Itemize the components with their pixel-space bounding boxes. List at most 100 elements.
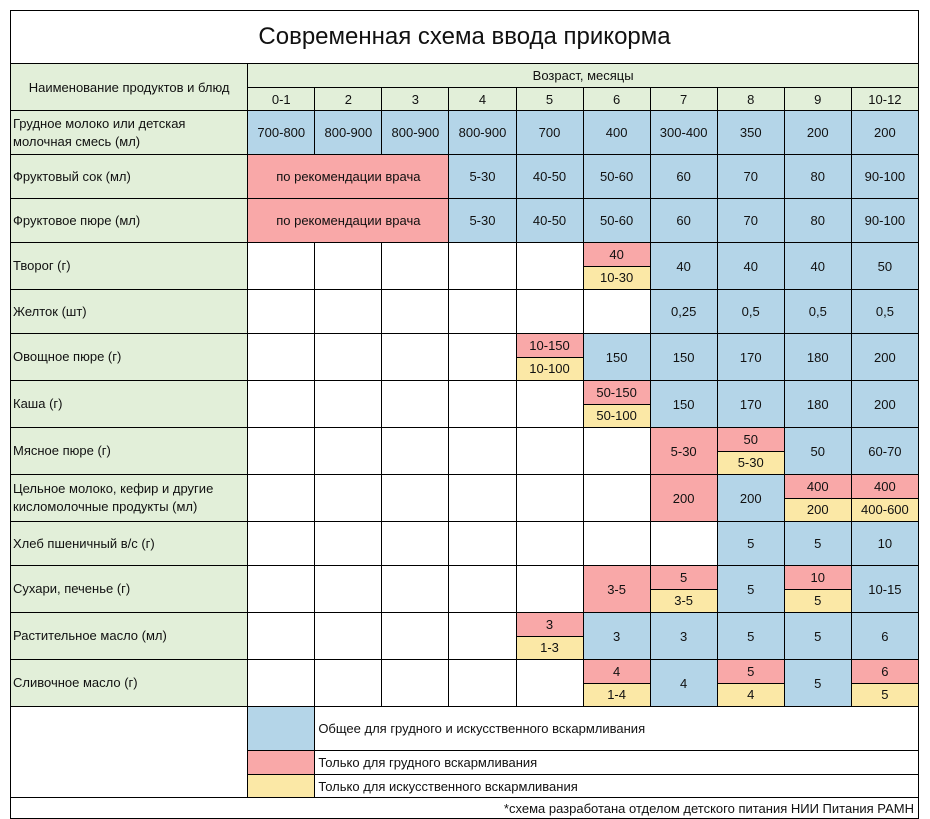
empty-cell (381, 612, 450, 660)
empty-cell (314, 427, 383, 475)
breastfeeding-value: 5 (717, 660, 784, 684)
empty-cell (247, 242, 316, 290)
age-column-header: 9 (783, 87, 852, 111)
value-cell: 180 (783, 333, 852, 381)
table-row: Фруктовое пюре (мл) по рекомендации врача… (9, 198, 920, 243)
empty-cell (381, 427, 450, 475)
product-name: Сливочное масло (г) (9, 659, 249, 707)
value-cell: 5 (783, 521, 852, 566)
split-cell: 5 3-5 (649, 565, 718, 613)
value-cell: 5 (716, 612, 785, 660)
value-cell: 170 (716, 380, 785, 428)
split-cell: 10 5 (783, 565, 852, 613)
breastfeeding-value: 40 (583, 243, 650, 267)
value-cell: 200 (716, 474, 785, 522)
formula-feeding-value: 5 (851, 683, 918, 706)
value-cell: 150 (649, 380, 718, 428)
value-cell: 5 (783, 659, 852, 707)
formula-feeding-value: 10-30 (583, 266, 650, 289)
empty-cell (582, 474, 651, 522)
age-column-header: 8 (716, 87, 785, 111)
table-row: Грудное молоко или детская молочная смес… (9, 110, 920, 155)
empty-cell (582, 521, 651, 566)
legend-label: Общее для грудного и искусственного вска… (314, 706, 919, 751)
empty-cell (448, 333, 517, 381)
table-row: Фруктовый сок (мл) по рекомендации врача 5… (9, 154, 920, 199)
table-row: Цельное молоко, кефир и другие кисломоло… (9, 474, 920, 522)
value-cell: 0,5 (850, 289, 920, 334)
age-column-header: 5 (515, 87, 584, 111)
empty-cell (247, 333, 316, 381)
value-cell: 700-800 (247, 110, 316, 155)
product-name: Каша (г) (9, 380, 249, 428)
empty-cell (314, 474, 383, 522)
empty-cell (247, 474, 316, 522)
legend-label: Только для искусственного вскармливания (314, 774, 919, 798)
split-cell: 10-150 10-100 (515, 333, 584, 381)
empty-cell (247, 380, 316, 428)
value-cell: 3-5 (582, 565, 651, 613)
empty-cell (247, 612, 316, 660)
empty-cell (515, 289, 584, 334)
breastfeeding-value: 10 (784, 566, 851, 590)
value-cell: 10 (850, 521, 920, 566)
value-cell: 80 (783, 198, 852, 243)
value-cell: 50 (850, 242, 920, 290)
empty-cell (448, 427, 517, 475)
product-name: Творог (г) (9, 242, 249, 290)
formula-feeding-value: 50-100 (583, 404, 650, 427)
value-cell: 0,5 (716, 289, 785, 334)
empty-cell (448, 565, 517, 613)
value-cell: 40 (649, 242, 718, 290)
formula-feeding-value: 400-600 (851, 498, 918, 521)
table-row: Растительное масло (мл) 3 1-3 3 3 5 5 6 (9, 612, 920, 660)
age-column-header: 3 (381, 87, 450, 111)
product-name: Грудное молоко или детская молочная смес… (9, 110, 249, 155)
value-cell: 70 (716, 198, 785, 243)
value-cell: 3 (582, 612, 651, 660)
value-cell: 800-900 (314, 110, 383, 155)
value-cell: 0,25 (649, 289, 718, 334)
value-cell: 700 (515, 110, 584, 155)
legend-row: Общее для грудного и искусственного вска… (9, 706, 919, 798)
feeding-schedule-table: Современная схема ввода прикорма Наимено… (9, 10, 920, 819)
empty-cell (314, 289, 383, 334)
value-cell: 90-100 (850, 198, 920, 243)
product-name: Фруктовый сок (мл) (9, 154, 249, 199)
table-row: Сливочное масло (г) 4 1-4 4 5 4 5 6 5 (9, 659, 920, 707)
split-cell: 50 5-30 (716, 427, 785, 475)
empty-cell (247, 565, 316, 613)
empty-cell (381, 333, 450, 381)
formula-feeding-value: 1-3 (516, 636, 583, 659)
breastfeeding-value: 3 (516, 613, 583, 637)
age-column-header: 0-1 (247, 87, 316, 111)
product-name: Растительное масло (мл) (9, 612, 249, 660)
empty-cell (582, 289, 651, 334)
value-cell: 3 (649, 612, 718, 660)
empty-cell (381, 380, 450, 428)
product-name: Фруктовое пюре (мл) (9, 198, 249, 243)
value-cell: 0,5 (783, 289, 852, 334)
empty-cell (247, 659, 316, 707)
breastfeeding-value: 10-150 (516, 334, 583, 358)
value-cell: 90-100 (850, 154, 920, 199)
empty-cell (381, 289, 450, 334)
age-column-header: 7 (649, 87, 718, 111)
value-cell: 350 (716, 110, 785, 155)
age-column-header: 6 (582, 87, 651, 111)
value-cell: 50 (783, 427, 852, 475)
split-cell: 50-150 50-100 (582, 380, 651, 428)
value-cell: 40 (783, 242, 852, 290)
empty-cell (381, 565, 450, 613)
value-cell: 5 (783, 612, 852, 660)
value-cell: 200 (850, 380, 920, 428)
product-name: Мясное пюре (г) (9, 427, 249, 475)
value-cell: 40 (716, 242, 785, 290)
split-cell: 400 200 (783, 474, 852, 522)
product-name: Сухари, печенье (г) (9, 565, 249, 613)
empty-cell (314, 612, 383, 660)
breastfeeding-value: 4 (583, 660, 650, 684)
empty-cell (247, 427, 316, 475)
value-cell: 200 (850, 110, 920, 155)
product-name: Овощное пюре (г) (9, 333, 249, 381)
